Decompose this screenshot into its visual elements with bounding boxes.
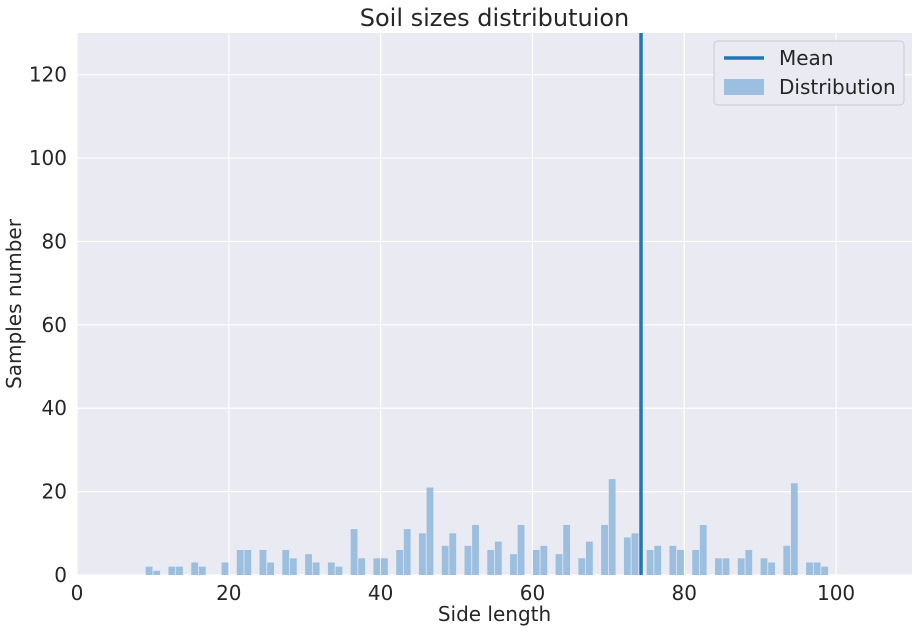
histogram-bar bbox=[441, 545, 449, 575]
x-tick-label: 100 bbox=[817, 581, 855, 605]
histogram-bar bbox=[236, 549, 244, 575]
legend: Mean Distribution bbox=[713, 40, 905, 106]
histogram-bar bbox=[813, 562, 821, 575]
histogram-bar bbox=[692, 549, 700, 575]
y-axis-label: Samples number bbox=[2, 218, 26, 389]
histogram-bar bbox=[358, 558, 366, 575]
histogram-bar bbox=[654, 545, 662, 575]
histogram-bar bbox=[418, 533, 426, 575]
x-tick-label: 60 bbox=[520, 581, 545, 605]
histogram-bar bbox=[305, 554, 312, 575]
histogram-bar bbox=[669, 545, 677, 575]
histogram-bar bbox=[403, 529, 411, 575]
y-tick-label: 40 bbox=[42, 396, 67, 420]
x-tick-label: 40 bbox=[368, 581, 393, 605]
x-axis-label: Side length bbox=[438, 602, 551, 626]
legend-distribution-label: Distribution bbox=[779, 75, 896, 99]
y-tick-label: 100 bbox=[29, 146, 67, 170]
histogram-bar bbox=[677, 549, 684, 575]
histogram-bar bbox=[601, 524, 608, 575]
histogram-bar bbox=[510, 554, 517, 575]
y-tick-label: 60 bbox=[42, 313, 67, 337]
histogram-bar bbox=[282, 549, 290, 575]
histogram-bar bbox=[585, 541, 593, 575]
histogram-bar bbox=[259, 549, 267, 575]
y-tick-label: 120 bbox=[29, 63, 67, 87]
histogram-bar bbox=[783, 545, 791, 575]
histogram-bar bbox=[699, 524, 707, 575]
x-tick-labels: 0 20 40 60 80 100 bbox=[71, 581, 856, 605]
histogram-bar bbox=[532, 549, 540, 575]
histogram-bar bbox=[578, 558, 586, 575]
histogram-bar bbox=[517, 524, 525, 575]
histogram-bar bbox=[631, 533, 639, 575]
histogram-bar bbox=[221, 562, 229, 575]
legend-mean-label: Mean bbox=[779, 46, 834, 70]
histogram-bar bbox=[745, 549, 753, 575]
histogram-bar bbox=[555, 554, 563, 575]
histogram-bar bbox=[646, 549, 654, 575]
histogram-bar bbox=[267, 562, 274, 575]
histogram-bar bbox=[381, 558, 388, 575]
histogram-bar bbox=[760, 558, 768, 575]
histogram-bar bbox=[449, 533, 457, 575]
histogram-bar bbox=[472, 524, 479, 575]
histogram-bar bbox=[176, 566, 183, 575]
histogram-bar bbox=[737, 558, 745, 575]
histogram-bar bbox=[198, 566, 206, 575]
histogram-bar bbox=[722, 558, 730, 575]
legend-distribution-swatch bbox=[724, 79, 764, 95]
histogram-bar bbox=[563, 524, 571, 575]
histogram-bar bbox=[608, 479, 616, 575]
histogram-bar bbox=[426, 487, 434, 575]
histogram-bar bbox=[715, 558, 722, 575]
histogram-bar bbox=[821, 566, 829, 575]
histogram-bar bbox=[373, 558, 381, 575]
histogram-bar bbox=[806, 562, 813, 575]
chart-title: Soil sizes distributuion bbox=[360, 4, 630, 32]
histogram-bar bbox=[768, 562, 775, 575]
histogram-bar bbox=[168, 566, 176, 575]
histogram-bar bbox=[327, 562, 335, 575]
histogram-bar bbox=[623, 537, 631, 575]
x-tick-label: 20 bbox=[216, 581, 241, 605]
y-tick-label: 0 bbox=[54, 563, 67, 587]
histogram-bar bbox=[289, 558, 297, 575]
histogram-bar bbox=[153, 570, 161, 575]
histogram-bar bbox=[396, 549, 404, 575]
histogram-bar bbox=[312, 562, 320, 575]
y-tick-label: 80 bbox=[42, 229, 67, 253]
y-tick-labels: 0 20 40 60 80 100 120 bbox=[29, 63, 67, 587]
x-tick-label: 0 bbox=[71, 581, 84, 605]
histogram-bar bbox=[494, 541, 502, 575]
bars-group bbox=[145, 479, 829, 575]
histogram-bar bbox=[350, 529, 358, 575]
histogram-bar bbox=[335, 566, 343, 575]
y-tick-label: 20 bbox=[42, 480, 67, 504]
histogram-bar bbox=[487, 549, 495, 575]
histogram-bar bbox=[191, 562, 199, 575]
histogram-bar bbox=[540, 545, 548, 575]
plot-background bbox=[77, 33, 912, 575]
histogram-bar bbox=[464, 545, 472, 575]
histogram-bar bbox=[145, 566, 153, 575]
x-tick-label: 80 bbox=[672, 581, 697, 605]
histogram-bar bbox=[244, 549, 252, 575]
histogram-bar bbox=[790, 483, 798, 575]
